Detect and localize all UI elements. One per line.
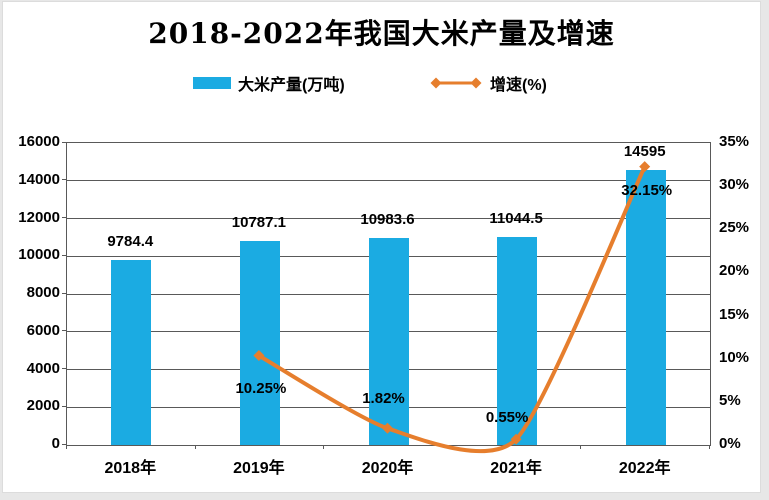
- left-axis-tick-label: 12000: [18, 208, 60, 226]
- left-axis-tick: [62, 141, 66, 143]
- bar-value-label: 14595: [623, 142, 666, 160]
- x-axis-category-label: 2022年: [618, 460, 671, 477]
- right-axis-tick-label: 35%: [719, 133, 750, 150]
- x-axis-tick: [323, 445, 325, 449]
- bar-value-label: 9784.4: [107, 233, 154, 251]
- x-axis-tick: [451, 445, 453, 449]
- left-axis-tick: [62, 254, 66, 256]
- left-axis-tick: [62, 179, 66, 181]
- left-axis-tick: [62, 443, 66, 445]
- line-series-swatch-icon: [430, 77, 482, 89]
- growth-value-label: 10.25%: [235, 379, 287, 397]
- x-axis-category-label: 2018年: [104, 460, 157, 477]
- growth-value-label: 32.15%: [621, 181, 673, 199]
- x-axis-tick: [709, 445, 710, 449]
- x-axis-category-label: 2020年: [361, 460, 414, 477]
- right-axis-tick-label: 15%: [719, 305, 750, 323]
- left-axis-tick-label: 6000: [26, 321, 60, 339]
- right-axis-tick-label: 0%: [719, 435, 741, 452]
- x-axis-tick: [194, 445, 196, 449]
- x-axis-tick: [66, 445, 67, 449]
- left-axis-tick: [62, 330, 66, 332]
- bar-series-swatch-icon: [193, 77, 231, 89]
- left-axis-tick-label: 2000: [26, 397, 60, 415]
- left-axis-tick-label: 4000: [26, 359, 60, 377]
- production-bar: [368, 237, 409, 445]
- left-axis-tick: [62, 217, 66, 218]
- left-axis-tick-label: 0: [51, 435, 60, 452]
- bar-value-label: 10787.1: [231, 214, 286, 232]
- legend-label-growth: 增速(%): [490, 77, 547, 94]
- growth-value-label: 1.82%: [362, 390, 405, 408]
- production-bar: [239, 241, 280, 445]
- bar-value-label: 10983.6: [360, 210, 415, 228]
- left-axis-tick-label: 16000: [18, 133, 60, 150]
- x-axis-category-label: 2019年: [233, 460, 285, 477]
- legend-item-growth: 增速(%): [429, 74, 547, 94]
- growth-value-label: 0.55%: [485, 409, 529, 427]
- right-axis-tick-label: 25%: [719, 219, 750, 237]
- right-axis-tick-label: 20%: [719, 262, 750, 280]
- x-axis-tick: [580, 445, 582, 449]
- right-axis-tick-label: 5%: [719, 391, 741, 409]
- bar-value-label: 11044.5: [489, 209, 543, 227]
- legend-label-production: 大米产量(万吨): [238, 77, 345, 94]
- left-axis-tick-label: 14000: [18, 170, 60, 188]
- left-axis-tick: [62, 405, 66, 407]
- left-axis-tick-label: 10000: [18, 246, 60, 264]
- right-axis-tick-label: 30%: [719, 176, 750, 194]
- left-axis-tick-label: 8000: [26, 284, 60, 301]
- production-bar: [111, 260, 152, 445]
- left-axis-tick: [62, 368, 66, 369]
- left-axis-tick: [62, 292, 66, 294]
- x-axis-category-label: 2021年: [490, 460, 542, 477]
- legend-item-production: 大米产量(万吨): [193, 74, 345, 94]
- production-bar: [625, 169, 666, 445]
- chart-canvas: 2018-2022年我国大米产量及增速 大米产量(万吨) 增速(%) 0 2000…: [2, 1, 761, 493]
- right-axis-tick-label: 10%: [719, 348, 750, 366]
- chart-title: 2018-2022年我国大米产量及增速: [148, 17, 615, 50]
